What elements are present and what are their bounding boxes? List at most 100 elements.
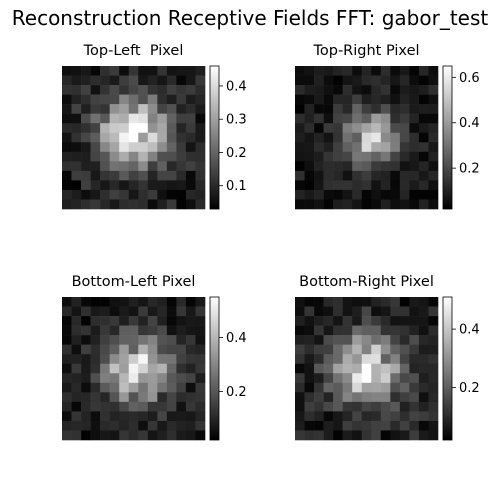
heatmap-cell	[62, 161, 72, 172]
heatmap-cell	[109, 306, 120, 317]
heatmap-cell	[147, 75, 158, 86]
heatmap-cell	[295, 199, 305, 210]
heatmap-cell	[418, 335, 429, 345]
heatmap-cell	[128, 189, 139, 200]
heatmap-cell	[333, 151, 343, 162]
heatmap-cell	[323, 363, 334, 374]
heatmap-cell	[195, 363, 206, 374]
heatmap-cell	[333, 401, 343, 412]
heatmap-cell	[333, 75, 343, 86]
heatmap-cell	[81, 316, 91, 326]
heatmap-cell	[390, 325, 401, 336]
heatmap-cell	[81, 401, 91, 412]
heatmap-cell	[295, 382, 305, 393]
heatmap-cell	[418, 392, 429, 403]
heatmap-cell	[409, 306, 420, 317]
heatmap-cell	[295, 161, 305, 172]
heatmap-cell	[119, 123, 130, 134]
heatmap-cell	[62, 401, 72, 412]
heatmap-cell	[352, 85, 363, 95]
heatmap-cell	[323, 94, 334, 105]
heatmap-cell	[352, 392, 363, 403]
heatmap-cell	[323, 335, 334, 345]
heatmap-cell	[195, 199, 206, 210]
heatmap-cell	[128, 430, 139, 441]
heatmap-cell	[185, 420, 196, 431]
heatmap-cell	[71, 94, 82, 105]
heatmap-cell	[390, 382, 401, 393]
heatmap-cell	[62, 142, 72, 153]
heatmap-cell	[418, 430, 429, 441]
heatmap-cell	[185, 142, 196, 153]
heatmap-cell	[390, 170, 401, 181]
heatmap-cell	[428, 363, 439, 374]
heatmap-cell	[138, 142, 149, 153]
heatmap-cell	[333, 132, 343, 143]
heatmap-cell	[157, 392, 168, 403]
heatmap-cell	[128, 161, 139, 172]
heatmap-cell	[185, 161, 196, 172]
heatmap-cell	[195, 113, 206, 124]
heatmap-cell	[342, 344, 353, 355]
heatmap-cell	[128, 132, 139, 143]
heatmap-cell	[342, 199, 353, 210]
heatmap-cell	[304, 132, 315, 143]
heatmap-cell	[81, 392, 91, 403]
heatmap-cell	[166, 123, 177, 134]
heatmap-cell	[157, 373, 168, 384]
colorbar-tick-label: 0.2	[459, 381, 480, 396]
heatmap-cell	[295, 306, 305, 317]
heatmap-cell	[100, 411, 110, 422]
heatmap-cell	[81, 430, 91, 441]
heatmap-cell	[352, 411, 363, 422]
heatmap-cell	[147, 189, 158, 200]
heatmap-cell	[62, 94, 72, 105]
heatmap-cell	[119, 85, 130, 95]
heatmap-cell	[71, 189, 82, 200]
heatmap-cell	[176, 170, 187, 181]
heatmap-cell	[304, 297, 315, 307]
heatmap-cell	[185, 430, 196, 441]
heatmap-cell	[119, 142, 130, 153]
heatmap-cell	[185, 151, 196, 162]
heatmap-cell	[418, 382, 429, 393]
heatmap-cell	[304, 401, 315, 412]
heatmap-cell	[314, 199, 324, 210]
heatmap-cell	[62, 297, 72, 307]
heatmap-cell	[342, 170, 353, 181]
heatmap-cell	[361, 401, 372, 412]
heatmap-cell	[428, 382, 439, 393]
heatmap-cell	[71, 316, 82, 326]
heatmap-cell	[418, 85, 429, 95]
heatmap-cell	[314, 316, 324, 326]
heatmap-cell	[295, 344, 305, 355]
heatmap-cell	[128, 113, 139, 124]
heatmap-cell	[428, 392, 439, 403]
heatmap-cell	[109, 66, 120, 76]
heatmap-cell	[428, 373, 439, 384]
heatmap-cell	[418, 401, 429, 412]
heatmap-cell	[128, 316, 139, 326]
heatmap-cell	[380, 132, 391, 143]
heatmap-cell	[371, 180, 382, 191]
heatmap-cell	[176, 430, 187, 441]
heatmap-cell	[147, 142, 158, 153]
heatmap-cell	[100, 104, 110, 114]
heatmap-cell	[314, 180, 324, 191]
heatmap-cell	[333, 180, 343, 191]
heatmap-cell	[399, 430, 410, 441]
heatmap-cell	[147, 382, 158, 393]
heatmap-cell	[380, 401, 391, 412]
heatmap-cell	[342, 151, 353, 162]
heatmap-cell	[147, 94, 158, 105]
heatmap-cell	[138, 297, 149, 307]
heatmap-cell	[128, 199, 139, 210]
heatmap-cell	[418, 411, 429, 422]
heatmap-cell	[176, 335, 187, 345]
heatmap-cell	[380, 344, 391, 355]
colorbar-tick-label: 0.3	[226, 113, 247, 128]
heatmap-cell	[314, 161, 324, 172]
heatmap-cell	[90, 354, 101, 365]
heatmap-cell	[418, 142, 429, 153]
heatmap-cell	[361, 325, 372, 336]
